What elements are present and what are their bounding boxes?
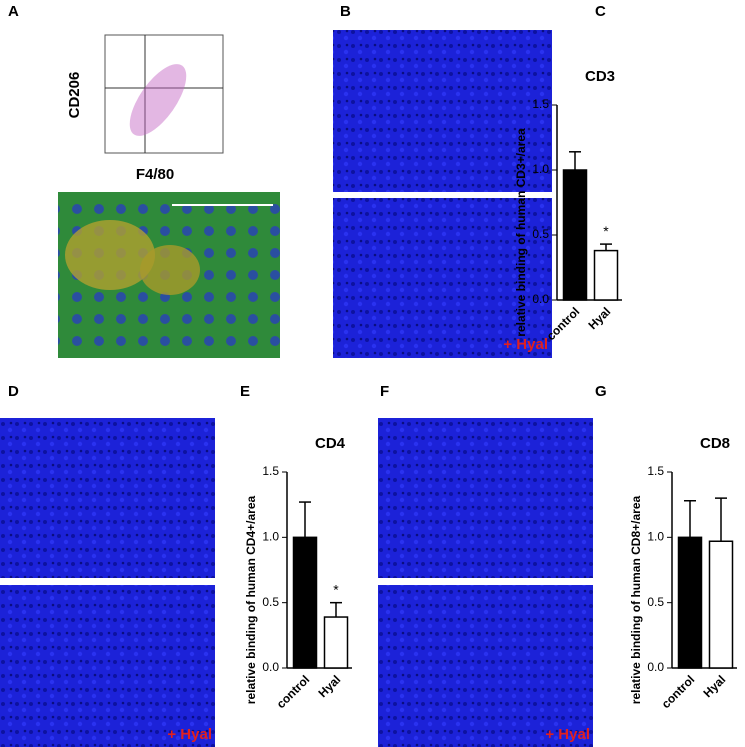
- y-axis-label: relative binding of human CD8+/area: [629, 495, 643, 704]
- chart-title: CD4: [315, 435, 346, 452]
- y-tick-label: 1.0: [262, 530, 279, 544]
- micrograph-region: [140, 245, 200, 295]
- y-axis-label: relative binding of human CD4+/area: [244, 495, 258, 704]
- x-tick-label: Hyal: [701, 672, 729, 700]
- significance-marker: *: [333, 581, 339, 597]
- panel-label: E: [240, 383, 250, 400]
- x-tick-label: control: [659, 672, 698, 711]
- significance-marker: *: [603, 223, 609, 239]
- panel-label: G: [595, 383, 607, 400]
- y-tick-label: 1.0: [647, 530, 664, 544]
- panel-label: C: [595, 3, 606, 20]
- panel-label: D: [8, 383, 19, 400]
- y-tick-label: 1.5: [647, 464, 664, 478]
- y-tick-label: 0.0: [647, 660, 664, 674]
- bar: [677, 536, 703, 669]
- flow-frame: [104, 34, 224, 154]
- treatment-label: + Hyal: [503, 336, 548, 353]
- y-tick-label: 0.0: [532, 292, 549, 306]
- y-axis-label: CD206: [66, 72, 83, 119]
- population-cloud: [129, 64, 187, 136]
- y-tick-label: 0.0: [262, 660, 279, 674]
- y-tick-label: 0.5: [532, 227, 549, 241]
- panel-label: A: [8, 3, 19, 20]
- micrograph: [333, 198, 552, 358]
- x-tick-label: control: [274, 672, 313, 711]
- bar: [323, 616, 349, 669]
- treatment-label: + Hyal: [167, 726, 212, 743]
- bar: [562, 169, 588, 301]
- bar: [292, 536, 318, 669]
- y-tick-label: 0.5: [262, 595, 279, 609]
- panel-label: F: [380, 383, 389, 400]
- bar: [593, 249, 619, 301]
- micrograph: [0, 418, 215, 578]
- y-axis-label: relative binding of human CD3+/area: [514, 128, 528, 337]
- panel-label: B: [340, 3, 351, 20]
- chart-title: CD8: [700, 435, 730, 452]
- y-tick-label: 1.5: [262, 464, 279, 478]
- y-tick-label: 0.5: [647, 595, 664, 609]
- x-tick-label: Hyal: [316, 672, 344, 700]
- flow-plot: CD206 F4/80: [66, 34, 224, 183]
- micrograph: [378, 585, 593, 747]
- x-axis-label: F4/80: [136, 166, 174, 183]
- micrograph: [378, 418, 593, 578]
- bar: [708, 540, 734, 669]
- treatment-label: + Hyal: [545, 726, 590, 743]
- chart-title: CD3: [585, 68, 615, 85]
- y-tick-label: 1.5: [532, 97, 549, 111]
- micrograph: [333, 30, 552, 192]
- micrograph-region: [65, 220, 155, 290]
- micrograph: [0, 585, 215, 747]
- x-tick-label: Hyal: [586, 304, 614, 332]
- y-tick-label: 1.0: [532, 162, 549, 176]
- images: [0, 30, 593, 747]
